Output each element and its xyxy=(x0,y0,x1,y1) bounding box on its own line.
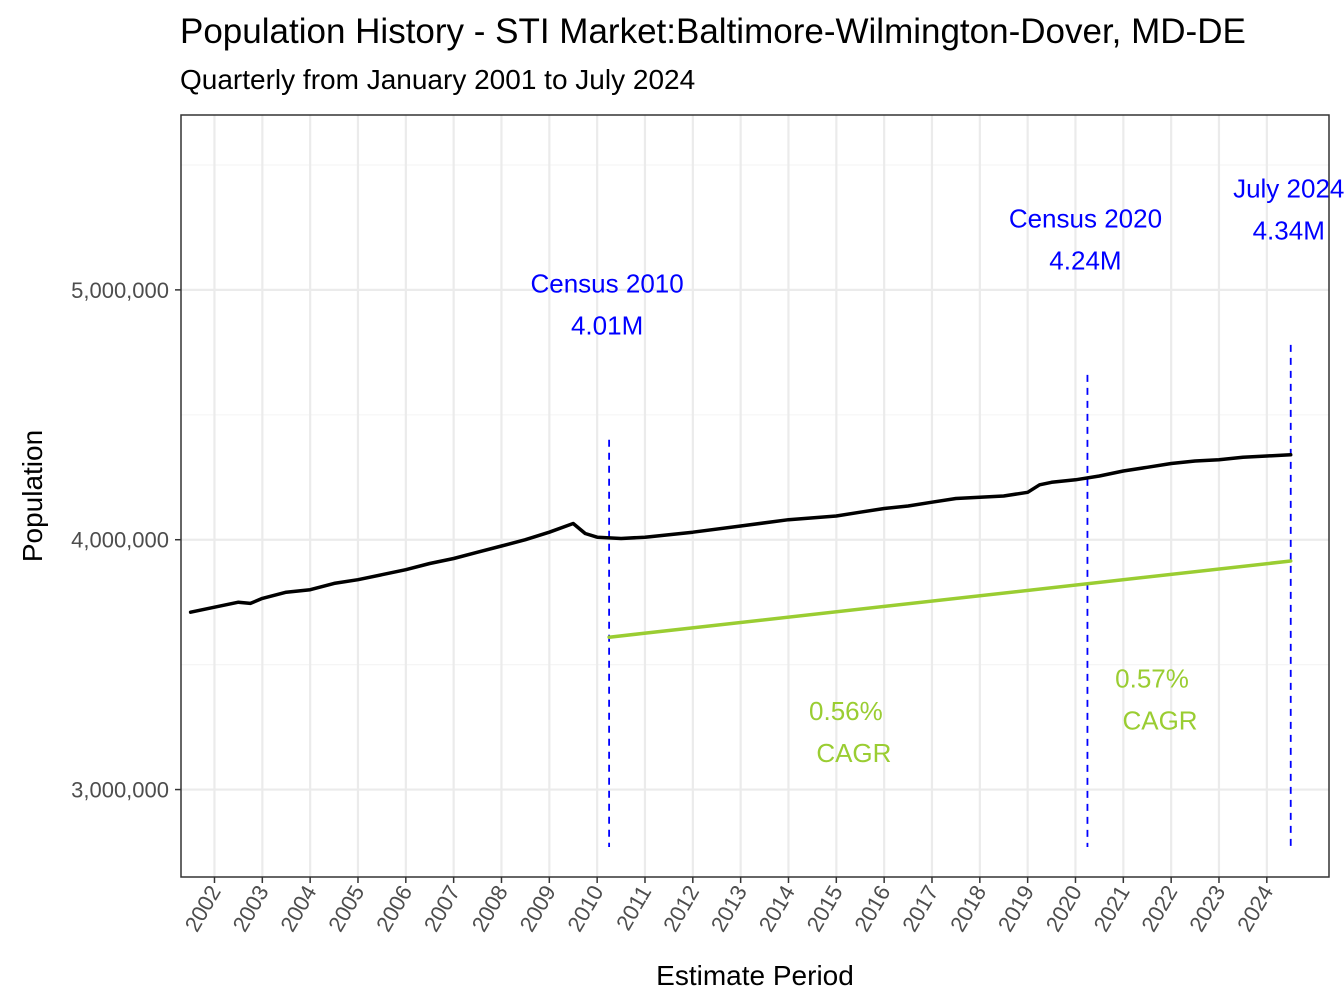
reference-lines xyxy=(608,344,1292,848)
x-tick-label: 2015 xyxy=(802,881,848,936)
x-tick-label: 2007 xyxy=(419,881,465,936)
x-tick-label: 2002 xyxy=(180,881,226,936)
major-gridlines xyxy=(181,115,1329,877)
x-tick-label: 2017 xyxy=(897,881,943,936)
x-axis-ticks: 2002 2003 2004 2005 2006 2007 2008 2009 2010 2011… xyxy=(180,877,1278,936)
census-label: Census 2010 xyxy=(530,268,683,298)
annotations: Census 2010 4.01M Census 2020 4.24M July 202… xyxy=(530,173,1344,768)
cagr-percent-label: 0.56% xyxy=(809,696,883,726)
cagr-text-label: CAGR xyxy=(1122,706,1197,736)
cagr-text-label: CAGR xyxy=(816,738,891,768)
minor-gridlines xyxy=(181,115,1329,877)
y-tick-label: 4,000,000 xyxy=(71,528,169,553)
y-axis-title: Population xyxy=(17,430,48,562)
cagr-percent-label: 0.57% xyxy=(1115,664,1189,694)
x-tick-label: 2020 xyxy=(1041,881,1087,936)
x-tick-label: 2011 xyxy=(611,881,656,934)
plot-panel-border xyxy=(180,114,1330,878)
x-tick-label: 2008 xyxy=(467,881,513,936)
census-value-label: 4.01M xyxy=(571,310,643,340)
census-value-label: 4.34M xyxy=(1253,215,1325,245)
x-tick-label: 2018 xyxy=(945,881,991,936)
x-tick-label: 2004 xyxy=(275,881,321,936)
x-tick-label: 2013 xyxy=(706,881,752,936)
census-label: Census 2020 xyxy=(1009,203,1162,233)
census-value-label: 4.24M xyxy=(1049,245,1121,275)
cagr-trend-line xyxy=(607,559,1293,639)
population-line xyxy=(188,453,1293,614)
series-layer xyxy=(188,453,1293,639)
x-tick-label: 2014 xyxy=(754,881,800,936)
y-tick-label: 5,000,000 xyxy=(71,278,169,303)
x-tick-label: 2005 xyxy=(323,881,369,936)
x-tick-label: 2019 xyxy=(993,881,1039,936)
x-axis-title: Estimate Period xyxy=(656,960,854,991)
chart-title: Population History - STI Market:Baltimor… xyxy=(180,12,1246,51)
x-tick-label: 2023 xyxy=(1184,881,1230,936)
x-tick-label: 2012 xyxy=(658,881,704,936)
chart-subtitle: Quarterly from January 2001 to July 2024 xyxy=(180,64,696,95)
x-tick-label: 2016 xyxy=(849,881,895,936)
x-tick-label: 2024 xyxy=(1232,881,1278,936)
x-tick-label: 2010 xyxy=(562,881,608,936)
x-tick-label: 2006 xyxy=(371,881,417,936)
y-axis-ticks: 3,000,000 4,000,000 5,000,000 xyxy=(71,278,181,803)
census-label: July 2024 xyxy=(1233,173,1344,203)
x-tick-label: 2009 xyxy=(515,881,561,936)
x-tick-label: 2021 xyxy=(1089,881,1135,936)
plot-background xyxy=(181,115,1329,877)
x-tick-label: 2003 xyxy=(228,881,274,936)
y-tick-label: 3,000,000 xyxy=(71,778,169,803)
x-tick-label: 2022 xyxy=(1136,881,1182,936)
